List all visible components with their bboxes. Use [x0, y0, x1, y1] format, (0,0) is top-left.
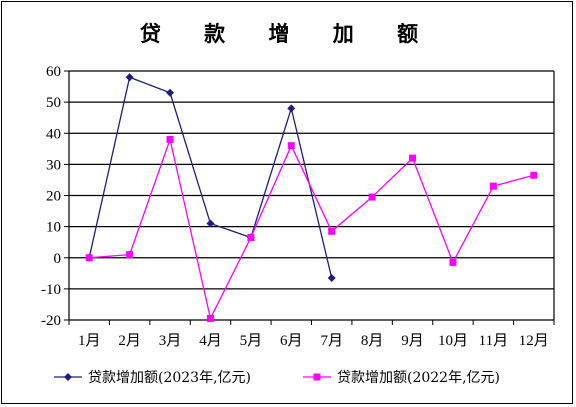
data-point-square [449, 258, 457, 266]
x-tick-label: 11月 [479, 333, 508, 349]
x-tick-label: 4月 [199, 333, 222, 349]
x-tick-label: 2月 [118, 333, 141, 349]
legend-label-2: 贷款增加额(2022年,亿元) [337, 370, 500, 386]
data-point-square [85, 254, 93, 262]
data-point-square [368, 193, 376, 201]
data-point-diamond [166, 88, 175, 97]
x-tick-label: 3月 [159, 333, 182, 349]
data-point-diamond [206, 219, 215, 228]
x-tick-label: 10月 [438, 333, 468, 349]
y-tick-label: 20 [46, 189, 61, 205]
data-point-square [247, 234, 255, 242]
legend-marker-square [313, 373, 321, 381]
series-line-2 [89, 137, 534, 321]
data-point-diamond [287, 104, 296, 113]
x-tick-label: 1月 [78, 333, 101, 349]
y-tick-label: 10 [46, 220, 61, 236]
data-point-square [166, 135, 174, 143]
x-tick-label: 9月 [401, 333, 424, 349]
data-point-diamond [327, 273, 336, 282]
legend-marker-diamond [64, 373, 72, 381]
y-tick-label: 0 [54, 251, 62, 267]
x-tick-label: 6月 [280, 333, 303, 349]
y-tick-label: 30 [46, 157, 61, 173]
x-tick-label: 8月 [361, 333, 384, 349]
y-tick-label: -10 [41, 282, 61, 298]
data-point-square [126, 251, 134, 259]
data-point-square [489, 182, 497, 190]
data-point-square [328, 227, 336, 235]
y-tick-label: 40 [46, 126, 61, 142]
y-tick-label: -20 [41, 313, 61, 329]
data-point-square [287, 142, 295, 150]
y-tick-label: 50 [46, 95, 61, 111]
data-point-square [409, 154, 417, 162]
legend-label-1: 贷款增加额(2023年,亿元) [88, 370, 251, 386]
series-line-1 [88, 76, 333, 279]
y-tick-label: 60 [46, 64, 61, 80]
chart-title: 贷 款 增 加 额 [139, 21, 437, 46]
x-tick-label: 7月 [320, 333, 343, 349]
data-point-square [530, 171, 538, 179]
x-tick-label: 12月 [519, 333, 549, 349]
data-point-diamond [125, 73, 134, 82]
data-point-square [206, 314, 214, 322]
x-tick-label: 5月 [240, 333, 263, 349]
